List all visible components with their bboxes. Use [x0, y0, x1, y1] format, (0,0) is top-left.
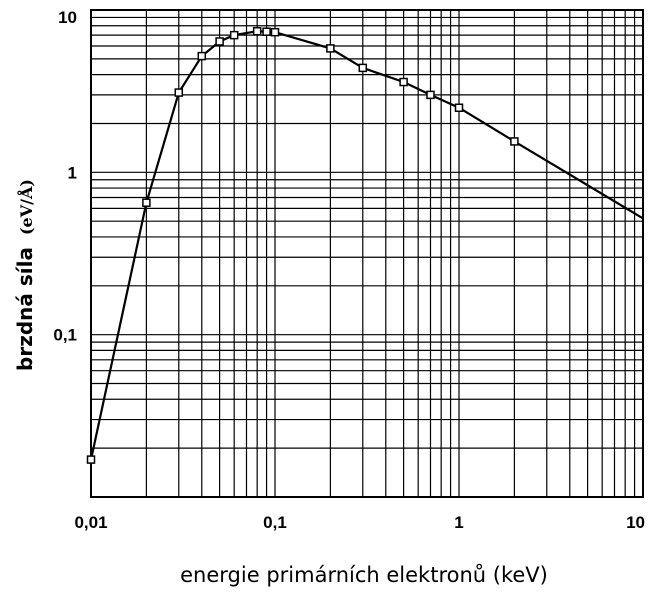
data-point-marker	[510, 137, 519, 146]
tick-labels: 0,01 0,1 1 10 0,1 1 10	[53, 8, 645, 532]
data-point-marker	[270, 27, 280, 37]
grid-lines	[91, 10, 643, 497]
data-point-marker	[326, 44, 335, 53]
plot-frame	[90, 9, 644, 498]
series-group	[86, 26, 644, 464]
x-tick-label: 0,01	[74, 513, 107, 532]
data-point-marker	[215, 37, 224, 46]
y-axis-label-group: brzdná síla (eV/Å)	[13, 179, 37, 371]
data-point-marker	[197, 51, 207, 61]
y-tick-label: 1	[68, 163, 77, 182]
svg-text:brzdná síla (eV/Å): brzdná síla (eV/Å)	[13, 179, 37, 371]
data-point-marker	[426, 90, 435, 100]
data-point-marker	[86, 455, 96, 464]
data-point-marker	[229, 30, 239, 40]
data-point-marker	[262, 27, 271, 36]
data-point-marker	[399, 77, 408, 87]
y-tick-label: 10	[58, 8, 77, 27]
y-axis-unit: (eV/Å)	[15, 179, 36, 235]
data-point-marker	[142, 198, 151, 207]
y-axis-label: brzdná síla	[13, 247, 37, 371]
x-tick-label: 1	[454, 513, 463, 532]
data-point-marker	[174, 88, 184, 97]
y-tick-label: 0,1	[53, 326, 77, 345]
x-axis-label: energie primárních elektronů (keV)	[180, 563, 548, 587]
x-tick-label: 0,1	[263, 513, 287, 532]
data-point-marker	[358, 63, 368, 73]
data-point-marker	[454, 103, 464, 112]
data-point-marker	[252, 26, 262, 36]
x-tick-label: 10	[626, 513, 645, 532]
